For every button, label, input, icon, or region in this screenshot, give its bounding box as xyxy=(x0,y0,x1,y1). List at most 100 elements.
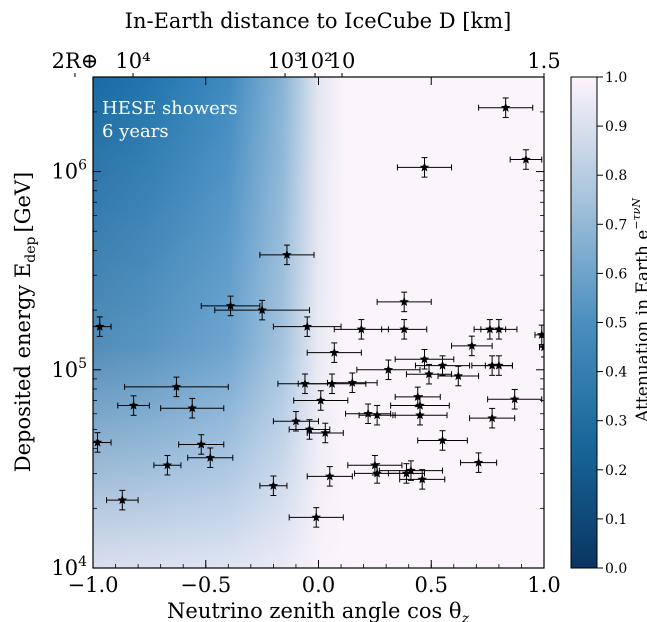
colorbar-tick-label: 0.5 xyxy=(605,316,627,332)
star-marker xyxy=(521,154,531,164)
data-point xyxy=(297,373,367,395)
y-axis-label-sub: dep xyxy=(23,236,39,262)
star-marker xyxy=(500,102,511,112)
colorbar: 0.0 0.1 0.2 0.3 0.4 0.5 0.6 0.7 0.8 0.9 1.0 Attenu… xyxy=(570,70,647,577)
data-point xyxy=(93,316,112,337)
top-tick-label: 2R⊕ xyxy=(52,49,99,73)
data-points xyxy=(93,97,544,528)
star-marker xyxy=(467,340,477,350)
data-point xyxy=(358,404,396,426)
colorbar-tick-label: 0.4 xyxy=(605,365,627,381)
data-point xyxy=(480,319,518,340)
data-point xyxy=(509,149,543,170)
data-point xyxy=(478,97,534,118)
data-point xyxy=(200,295,261,317)
star-marker xyxy=(536,329,544,339)
data-point xyxy=(106,489,139,511)
x-tick-label: −0.5 xyxy=(180,573,231,597)
data-point xyxy=(259,475,288,497)
star-marker xyxy=(372,410,382,420)
data-point xyxy=(376,291,432,313)
data-point xyxy=(306,422,344,444)
top-tick-label: 10⁴ xyxy=(115,49,150,73)
star-marker xyxy=(128,400,139,410)
y-tick-label: 105 xyxy=(51,356,87,382)
data-point xyxy=(417,430,468,451)
data-point xyxy=(293,390,349,411)
star-marker xyxy=(327,378,337,388)
star-marker xyxy=(473,457,484,467)
data-point xyxy=(469,407,516,429)
colorbar-tick-label: 0.9 xyxy=(605,119,627,135)
colorbar-tick-label: 0.8 xyxy=(605,168,627,184)
data-point xyxy=(178,434,225,455)
star-marker xyxy=(437,435,448,445)
star-marker xyxy=(282,249,292,259)
y-axis-label-main: Deposited energy E xyxy=(11,263,35,473)
star-marker xyxy=(311,512,321,522)
star-marker xyxy=(487,413,497,423)
star-marker xyxy=(257,305,267,315)
star-marker xyxy=(494,360,504,370)
star-marker xyxy=(304,424,315,434)
data-point xyxy=(214,299,310,321)
y-tick-base: 10 xyxy=(51,160,78,184)
data-point xyxy=(153,454,182,476)
star-marker xyxy=(291,416,301,426)
star-marker xyxy=(93,437,103,447)
y-tick-exp: 4 xyxy=(78,554,87,570)
star-marker xyxy=(316,395,326,405)
top-axis-label: In-Earth distance to IceCube D [km] xyxy=(125,9,512,33)
star-marker xyxy=(325,471,335,481)
star-marker xyxy=(419,354,430,364)
star-marker xyxy=(372,468,382,478)
colorbar-label-main: Attenuation in Earth e xyxy=(633,230,647,423)
star-marker xyxy=(205,452,216,462)
star-marker xyxy=(415,410,425,420)
star-marker xyxy=(347,377,358,387)
annotation-line-1: HESE showers xyxy=(102,98,238,119)
data-point xyxy=(396,157,453,178)
data-point xyxy=(306,466,353,487)
data-point xyxy=(378,460,444,481)
colorbar-label-sup: −τνN xyxy=(630,198,643,230)
star-marker xyxy=(370,460,380,470)
data-point xyxy=(259,244,315,266)
top-tick-label: 1.5 xyxy=(527,49,560,73)
star-marker xyxy=(268,480,279,490)
star-marker xyxy=(383,364,394,374)
star-marker xyxy=(399,296,409,306)
data-point xyxy=(414,355,471,376)
star-marker xyxy=(401,468,412,478)
data-point xyxy=(460,452,498,473)
y-tick-label: 104 xyxy=(51,554,87,580)
data-point xyxy=(288,419,331,440)
star-marker xyxy=(225,300,236,310)
colorbar-tick-label: 0.0 xyxy=(605,561,627,577)
colorbar-tick-label: 0.2 xyxy=(605,463,627,479)
plot-background xyxy=(93,77,544,568)
y-tick-label: 106 xyxy=(51,158,87,184)
star-marker xyxy=(453,371,464,381)
data-point xyxy=(288,507,344,528)
colorbar-ticks: 0.0 0.1 0.2 0.3 0.4 0.5 0.6 0.7 0.8 0.9 1.0 xyxy=(597,70,627,577)
data-point xyxy=(487,389,543,410)
y-axis-label-unit: [GeV] xyxy=(11,172,35,233)
colorbar-tick-label: 1.0 xyxy=(605,70,627,86)
data-point xyxy=(272,410,319,432)
star-marker xyxy=(412,391,423,401)
colorbar-label: Attenuation in Earth e−τνN xyxy=(630,198,647,423)
y-tick-base: 10 xyxy=(51,358,78,382)
star-marker xyxy=(417,474,427,484)
data-point xyxy=(160,397,225,419)
star-marker xyxy=(171,381,182,391)
data-point xyxy=(484,355,513,376)
x-axis-label-sub: z xyxy=(461,611,470,622)
data-point xyxy=(93,432,112,453)
star-marker xyxy=(494,324,504,334)
data-point xyxy=(345,403,392,425)
top-tick-label: 10³ xyxy=(267,49,302,73)
